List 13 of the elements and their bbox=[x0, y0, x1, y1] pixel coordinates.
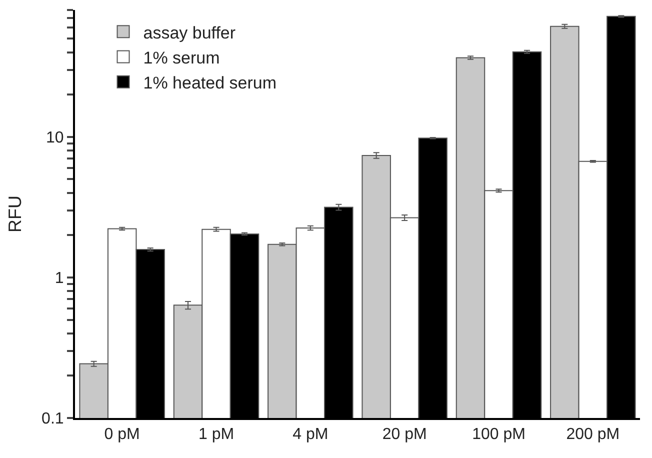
x-tick-label: 20 pM bbox=[382, 426, 427, 444]
y-tick-label: 10 bbox=[46, 130, 64, 147]
y-axis-title: RFU bbox=[5, 196, 26, 232]
legend-label: assay buffer bbox=[143, 23, 236, 42]
x-tick-label: 4 pM bbox=[292, 426, 328, 444]
legend-label: 1% serum bbox=[143, 48, 220, 68]
y-tick-label: 0.1 bbox=[42, 410, 64, 428]
x-tick-label: 0 pM bbox=[104, 426, 140, 444]
x-tick-label: 200 pM bbox=[566, 426, 620, 444]
x-tick-label: 1 pM bbox=[198, 426, 234, 444]
x-tick-label: 100 pM bbox=[472, 426, 526, 444]
legend-label: 1% heated serum bbox=[143, 73, 276, 92]
y-tick-label: 1 bbox=[54, 270, 64, 288]
